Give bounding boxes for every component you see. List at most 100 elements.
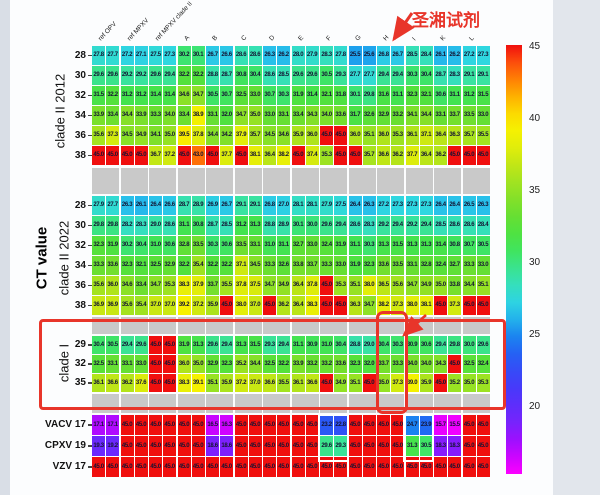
heatmap-cell: 26.2 [277,46,291,65]
heatmap-cell: 33.1 [434,106,448,125]
heatmap-cell: 45.0 [462,296,476,315]
heatmap-cell: 31.2 [462,86,476,105]
heatmap-cell: 35.1 [348,374,362,392]
heatmap-cell: 45.0 [348,457,362,477]
heatmap-cell: 28.3 [448,66,462,85]
heatmap-cell: 45.0 [134,457,148,477]
heatmap-cell: 30.6 [419,336,433,354]
heatmap-cell: 45.0 [248,457,262,477]
column-header: ref OPV [97,20,119,43]
heatmap-cell: 29.6 [206,336,220,354]
heatmap-cell: 30.7 [263,86,277,105]
heatmap-cell: 18.3 [448,436,462,456]
heatmap-cell: 38.1 [248,146,262,165]
heatmap-cell: 45.0 [476,415,490,435]
heatmap-cell: 35.9 [419,374,433,392]
heatmap-cell: 35.6 [120,296,134,315]
heatmap-cell: 36.1 [405,126,419,145]
heatmap-cell: 36.2 [120,374,134,392]
heatmap-cell: 31.8 [334,86,348,105]
heatmap-cell: 29.4 [434,336,448,354]
heatmap-cell: 28.6 [448,216,462,235]
heatmap-cell: 32.3 [348,355,362,373]
heatmap-cell: 30.4 [134,236,148,255]
heatmap-cell: 37.7 [405,146,419,165]
heatmap-cell: 30.6 [220,236,234,255]
heatmap-cell: 26.8 [263,196,277,215]
row-tick-mark [87,344,92,346]
heatmap-cell: 32.3 [405,86,419,105]
heatmap-cell: 30.8 [191,216,205,235]
row-tick-label: 36 [74,279,86,291]
heatmap-cell: 36.4 [291,276,305,295]
heatmap-cell: 27.2 [377,196,391,215]
heatmap-cell: 33.0 [334,256,348,275]
heatmap-cell: 35.1 [348,276,362,295]
heatmap-cell: 36.4 [291,296,305,315]
heatmap-cell: 32.3 [120,256,134,275]
row-tick-label: 34 [74,109,86,121]
heatmap-cell: 33.9 [92,106,106,125]
heatmap-cell: 33.4 [106,106,120,125]
heatmap-cell: 33.0 [476,256,490,275]
heatmap-cell: 27.3 [419,196,433,215]
heatmap-cell: 29.8 [92,216,106,235]
heatmap-cell: 36.4 [263,146,277,165]
heatmap-cell: 34.7 [234,106,248,125]
separator-band [234,168,262,194]
heatmap-cell: 45.0 [220,457,234,477]
heatmap-cell: 29.1 [248,196,262,215]
colorbar-tick-label: 30 [529,256,541,268]
heatmap-cell: 33.3 [320,256,334,275]
colorbar-tick-label: 25 [529,328,541,340]
heatmap-cell: 30.6 [163,236,177,255]
heatmap-cell: 28.7 [220,66,234,85]
heatmap-cell: 30.3 [405,66,419,85]
arrow-to-column-h-header [392,12,415,42]
separator-band [405,168,433,194]
heatmap-cell: 45.0 [220,296,234,315]
heatmap-cell: 35.3 [334,276,348,295]
row-tick-mark [87,224,92,226]
heatmap-cell: 45.0 [163,436,177,456]
heatmap-cell: 27.9 [305,46,319,65]
heatmap-cell: 45.0 [391,415,405,435]
heatmap-cell: 45.0 [92,146,106,165]
heatmap-cell: 30.7 [220,86,234,105]
heatmap-cell: 32.7 [448,256,462,275]
heatmap-cell: 45.0 [234,415,248,435]
column-header: D [268,34,277,43]
heatmap-cell: 28.2 [120,216,134,235]
heatmap-cell: 31.9 [348,256,362,275]
heatmap-cell: 27.8 [92,46,106,65]
heatmap-cell: 45.0 [476,296,490,315]
column-header: L [467,34,476,43]
heatmap-cell: 31.6 [377,86,391,105]
heatmap-cell: 36.1 [291,374,305,392]
heatmap-cell: 45.0 [134,436,148,456]
heatmap-cell: 28.6 [248,46,262,65]
column-header: A [182,34,191,43]
heatmap-cell: 32.7 [291,236,305,255]
heatmap-cell: 33.5 [191,236,205,255]
heatmap-cell: 33.6 [334,106,348,125]
heatmap-cell: 45.0 [462,436,476,456]
heatmap-cell: 34.7 [362,296,376,315]
heatmap-cell: 31.3 [248,216,262,235]
heatmap-cell: 30.0 [462,336,476,354]
heatmap-cell: 28.3 [362,216,376,235]
heatmap-cell: 34.6 [177,86,191,105]
heatmap-cell: 38.3 [305,296,319,315]
heatmap-cell: 19.3 [92,436,106,456]
heatmap-cell: 30.5 [206,86,220,105]
heatmap-cell: 34.9 [419,276,433,295]
heatmap-cell: 26.3 [476,196,490,215]
heatmap-cell: 34.7 [405,276,419,295]
heatmap-cell: 37.0 [248,374,262,392]
heatmap-cell: 26.3 [263,46,277,65]
heatmap-cell: 45.0 [149,336,163,354]
heatmap-cell: 38.2 [277,146,291,165]
heatmap-cell: 34.5 [248,256,262,275]
heatmap-cell: 28.6 [263,66,277,85]
heatmap-cell: 45.0 [305,436,319,456]
